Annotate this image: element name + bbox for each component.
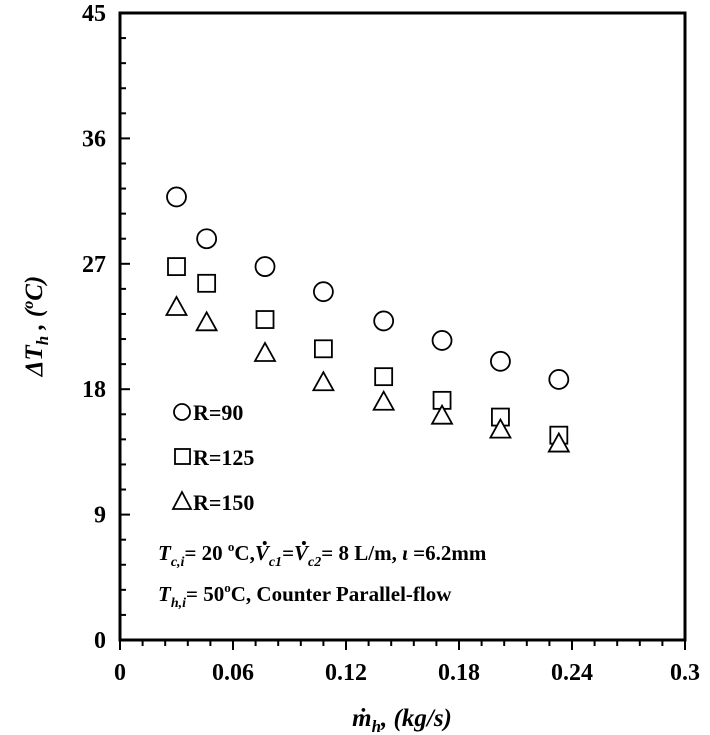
data-point-r90 [373, 310, 395, 332]
annotation-line-2: Th,i= 50oC, Counter Parallel-flow [158, 580, 452, 611]
y-tick-label: 18 [82, 377, 106, 403]
x-tick-label: 0.06 [212, 660, 254, 686]
data-point-r150 [311, 370, 335, 392]
data-point-r125 [255, 310, 275, 329]
x-axis-title: ṁh, (kg/s) [352, 705, 452, 735]
legend-marker-r125 [174, 448, 191, 465]
legend: R=90 R=125 R=150 [171, 400, 254, 515]
annotation-line-1: Tc,i= 20 oC,Vc1=Vc2= 8 L/m, ι =6.2mm [158, 539, 487, 570]
y-tick-label: 9 [94, 503, 106, 529]
legend-marker-r150 [171, 490, 193, 510]
legend-label-r125: R=125 [193, 445, 254, 470]
data-point-r125 [167, 257, 186, 276]
x-tick-label: 0.18 [438, 660, 480, 686]
data-point-r150 [164, 295, 189, 316]
x-tick-label: 0.3 [670, 660, 700, 686]
data-point-r150 [253, 341, 277, 362]
data-point-r90 [431, 330, 453, 351]
data-point-r90 [254, 256, 276, 277]
data-point-r150 [547, 431, 571, 453]
y-axis-title: ΔTh , (oC) [20, 276, 52, 378]
data-point-r150 [488, 417, 512, 439]
plot-frame [118, 11, 687, 642]
flow-rate-dot [301, 541, 306, 545]
data-point-r125 [374, 367, 394, 387]
x-ticks: 0 0.06 0.12 0.18 0.24 0.3 [114, 640, 700, 686]
y-ticks: 0 9 18 27 36 45 [82, 1, 130, 654]
y-tick-label: 27 [82, 252, 106, 278]
legend-label-r90: R=90 [193, 400, 243, 425]
legend-label-r150: R=150 [193, 490, 254, 515]
data-point-r150 [195, 310, 219, 332]
y-tick-label: 36 [82, 126, 106, 152]
x-tick-label: 0 [114, 660, 126, 686]
data-point-r125 [313, 339, 333, 359]
data-point-r125 [197, 273, 217, 293]
x-tick-label: 0.24 [551, 660, 593, 686]
data-point-r150 [372, 389, 396, 411]
data-markers [164, 186, 571, 453]
data-point-r90 [490, 350, 511, 372]
x-tick-label: 0.12 [325, 660, 367, 686]
data-point-r90 [312, 281, 334, 303]
y-tick-label: 45 [82, 1, 106, 27]
data-point-r90 [548, 369, 570, 390]
data-point-r90 [196, 228, 218, 250]
legend-marker-r90 [173, 403, 191, 421]
data-point-r150 [430, 403, 454, 425]
data-point-r90 [166, 186, 187, 208]
flow-rate-dot [262, 541, 267, 545]
y-tick-label: 0 [94, 628, 106, 654]
